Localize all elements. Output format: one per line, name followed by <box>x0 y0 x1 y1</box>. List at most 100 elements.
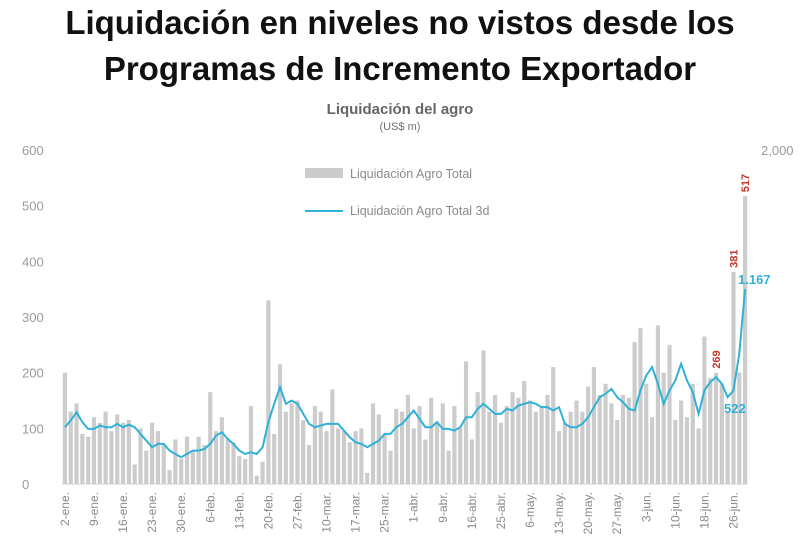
bar <box>446 450 451 484</box>
bar <box>545 394 550 484</box>
bar <box>679 400 684 484</box>
bar <box>655 325 660 484</box>
y-tick-label: 400 <box>22 254 44 269</box>
bar <box>97 422 102 484</box>
bar <box>405 394 410 484</box>
y-tick-label: 0 <box>22 477 29 492</box>
x-tick-label: 27-may. <box>610 492 624 534</box>
bar <box>324 431 329 484</box>
x-tick-label: 23-ene. <box>145 492 159 533</box>
legend-swatch-bar <box>305 168 343 178</box>
bar <box>498 422 504 484</box>
bar <box>150 422 155 484</box>
bar <box>533 411 538 484</box>
bar <box>615 419 620 484</box>
bar <box>202 445 207 484</box>
y-tick-label: 200 <box>22 366 44 381</box>
x-tick-label: 17-mar. <box>349 492 363 533</box>
bar <box>132 464 137 484</box>
bar <box>341 431 347 484</box>
bar <box>196 436 201 484</box>
y2-tick-label: 2,000 <box>761 143 794 158</box>
bar <box>649 417 655 484</box>
bar <box>667 344 672 484</box>
x-tick-label: 10-mar. <box>320 492 334 533</box>
bar <box>254 475 259 484</box>
bar <box>568 411 573 484</box>
bar <box>713 372 719 484</box>
bar <box>126 419 131 484</box>
bar <box>603 383 608 484</box>
bar <box>312 406 317 484</box>
chart-units: (US$ m) <box>379 121 421 133</box>
bar <box>574 400 579 484</box>
bar <box>731 271 736 484</box>
bar <box>690 383 695 484</box>
bar <box>237 456 242 484</box>
bar <box>522 381 527 484</box>
bar <box>68 411 73 484</box>
bar <box>109 431 114 484</box>
x-tick-label: 2-ene. <box>58 492 72 526</box>
bar <box>638 328 643 484</box>
bar <box>626 397 631 484</box>
x-tick-label: 9-abr. <box>436 492 450 523</box>
bar <box>493 394 498 484</box>
y-tick-label: 500 <box>22 199 44 214</box>
bar-data-label: 517 <box>740 174 752 192</box>
bar <box>225 439 230 484</box>
bar <box>516 397 521 484</box>
bar <box>306 445 312 484</box>
bar <box>74 403 79 484</box>
bar <box>295 400 300 484</box>
bar <box>190 450 195 484</box>
bar <box>120 422 126 484</box>
bar <box>434 422 440 484</box>
line-data-label: 522 <box>724 401 746 416</box>
bar <box>115 414 120 484</box>
x-tick-label: 3-jun. <box>639 492 653 522</box>
bar <box>597 394 602 484</box>
bar <box>167 470 172 484</box>
bar <box>80 433 85 484</box>
bar <box>248 406 254 484</box>
bar <box>510 392 515 484</box>
bar <box>301 419 306 484</box>
bar <box>527 400 533 484</box>
bar <box>644 383 649 484</box>
bar-data-label: 269 <box>711 350 723 368</box>
bar <box>463 361 469 484</box>
bar <box>458 428 463 484</box>
bar <box>684 417 690 484</box>
bar <box>702 336 707 484</box>
x-tick-label: 16-ene. <box>116 492 130 533</box>
bar <box>336 428 341 484</box>
x-tick-label: 25-abr. <box>494 492 508 529</box>
x-tick-label: 13-feb. <box>232 492 246 529</box>
bar <box>487 411 492 484</box>
bar <box>440 403 445 484</box>
bar <box>213 431 219 484</box>
bar <box>737 372 742 484</box>
bar <box>551 367 556 484</box>
y-tick-label: 300 <box>22 310 44 325</box>
bar <box>330 389 335 484</box>
bar <box>359 428 364 484</box>
bar <box>539 406 544 484</box>
headline-line-2: Programas de Incremento Exportador <box>103 50 697 87</box>
bar <box>243 458 248 484</box>
series-line-3d <box>64 289 747 459</box>
bar <box>504 406 509 484</box>
x-tick-label: 25-mar. <box>378 492 392 533</box>
x-tick-label: 9-ene. <box>87 492 101 526</box>
bar <box>620 394 626 484</box>
bar <box>144 450 149 484</box>
bar <box>155 431 161 484</box>
bar <box>661 372 666 484</box>
bar <box>719 383 724 484</box>
bar <box>231 442 236 484</box>
y-tick-label: 600 <box>22 143 44 158</box>
bar <box>347 442 352 484</box>
bar <box>469 439 474 484</box>
